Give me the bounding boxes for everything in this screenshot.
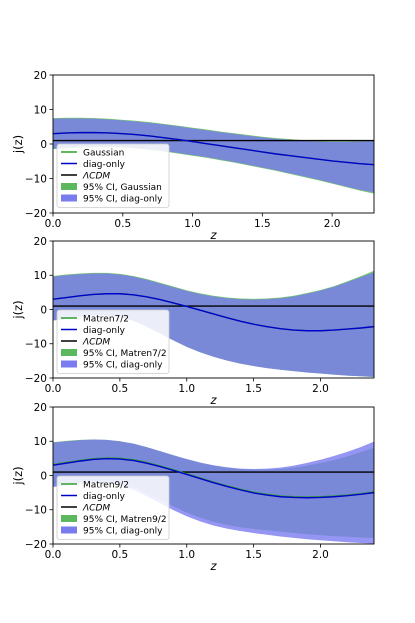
x-axis-label: z: [209, 228, 217, 242]
x-tick-label: 1.5: [245, 383, 262, 395]
plot-area: [53, 117, 374, 194]
legend-label: ΛCDM: [82, 337, 110, 347]
x-axis-label: z: [209, 393, 217, 407]
chart-panel-2: 0.0 0.5 1.0 1.5 2.0 −20 −10 0 10 20 z j(z) Matren7/2…: [11, 236, 375, 407]
legend-label: diag-only: [83, 160, 126, 170]
y-tick-label: 10: [34, 436, 47, 448]
y-axis-label: j(z): [11, 135, 25, 154]
legend-label: Gaussian: [83, 148, 124, 158]
x-tick-label: 2.0: [324, 218, 341, 230]
y-axis-label: j(z): [11, 300, 25, 319]
legend-label: Matren9/2: [83, 480, 129, 490]
y-tick-label: −10: [25, 505, 47, 517]
legend-swatch: [61, 526, 77, 534]
legend-label: ΛCDM: [82, 503, 110, 513]
legend-label: ΛCDM: [82, 171, 110, 181]
x-tick-label: 0.5: [112, 383, 129, 395]
x-tick-label: 1.0: [178, 549, 195, 561]
legend-box: [56, 143, 170, 208]
y-tick-label: −20: [25, 373, 47, 385]
y-tick-label: 20: [34, 402, 47, 414]
legend-swatch: [61, 183, 77, 190]
legend-label: 95% CI, Gaussian: [83, 183, 162, 193]
ci-band-diag-only: [53, 272, 374, 377]
ci-band-diag-only: [53, 118, 374, 193]
y-tick-label: 0: [40, 139, 47, 151]
x-tick-label: 2.0: [312, 383, 329, 395]
y-tick-label: 0: [40, 304, 47, 316]
x-tick-label: 0.5: [112, 549, 129, 561]
chart-panel-1: 0.0 0.5 1.0 1.5 2.0 −20 −10 0 10 20 z j(z) Gaussian d…: [11, 70, 375, 242]
mean-line-diag-only: [53, 293, 374, 332]
y-tick-label: −20: [25, 539, 47, 551]
y-tick-label: −10: [25, 173, 47, 185]
x-axis-label: z: [209, 559, 217, 573]
x-tick-label: 1.5: [245, 549, 262, 561]
mean-line-diag-only: [53, 131, 374, 166]
legend-label: diag-only: [83, 326, 126, 336]
legend-label: 95% CI, diag-only: [83, 526, 163, 536]
legend-box: [56, 475, 170, 540]
y-tick-label: 10: [34, 270, 47, 282]
legend-label: 95% CI, Matren7/2: [83, 349, 167, 359]
plot-area: [53, 270, 374, 377]
x-tick-label: 0.0: [45, 383, 62, 395]
y-tick-label: −20: [25, 208, 47, 220]
chart-panel-3: 0.0 0.5 1.0 1.5 2.0 −20 −10 0 10 20 z j(z) Matren9/2…: [11, 402, 375, 573]
legend-swatch: [61, 349, 77, 356]
x-tick-label: 0.5: [114, 218, 131, 230]
legend-swatch: [61, 194, 77, 202]
legend-label: diag-only: [83, 492, 126, 502]
legend-label: 95% CI, diag-only: [83, 194, 163, 204]
legend-label: 95% CI, Matren9/2: [83, 515, 167, 525]
y-tick-label: 10: [34, 104, 47, 116]
legend-box: [56, 309, 170, 374]
x-tick-label: 1.0: [178, 383, 195, 395]
y-tick-label: −10: [25, 339, 47, 351]
legend-swatch: [61, 515, 77, 522]
ci-band-diag-only: [53, 439, 374, 544]
x-tick-label: 0.0: [45, 218, 62, 230]
y-axis-label: j(z): [11, 466, 25, 485]
x-tick-label: 2.0: [312, 549, 329, 561]
x-tick-label: 1.0: [184, 218, 201, 230]
legend-label: 95% CI, diag-only: [83, 360, 163, 370]
mean-line-diag-only: [53, 458, 374, 499]
y-tick-label: 20: [34, 70, 47, 82]
y-tick-label: 0: [40, 470, 47, 482]
legend-label: Matren7/2: [83, 314, 129, 324]
x-tick-label: 0.0: [45, 549, 62, 561]
x-tick-label: 1.5: [254, 218, 271, 230]
plot-area: [53, 439, 374, 544]
y-tick-label: 20: [34, 236, 47, 248]
legend-swatch: [61, 360, 77, 368]
